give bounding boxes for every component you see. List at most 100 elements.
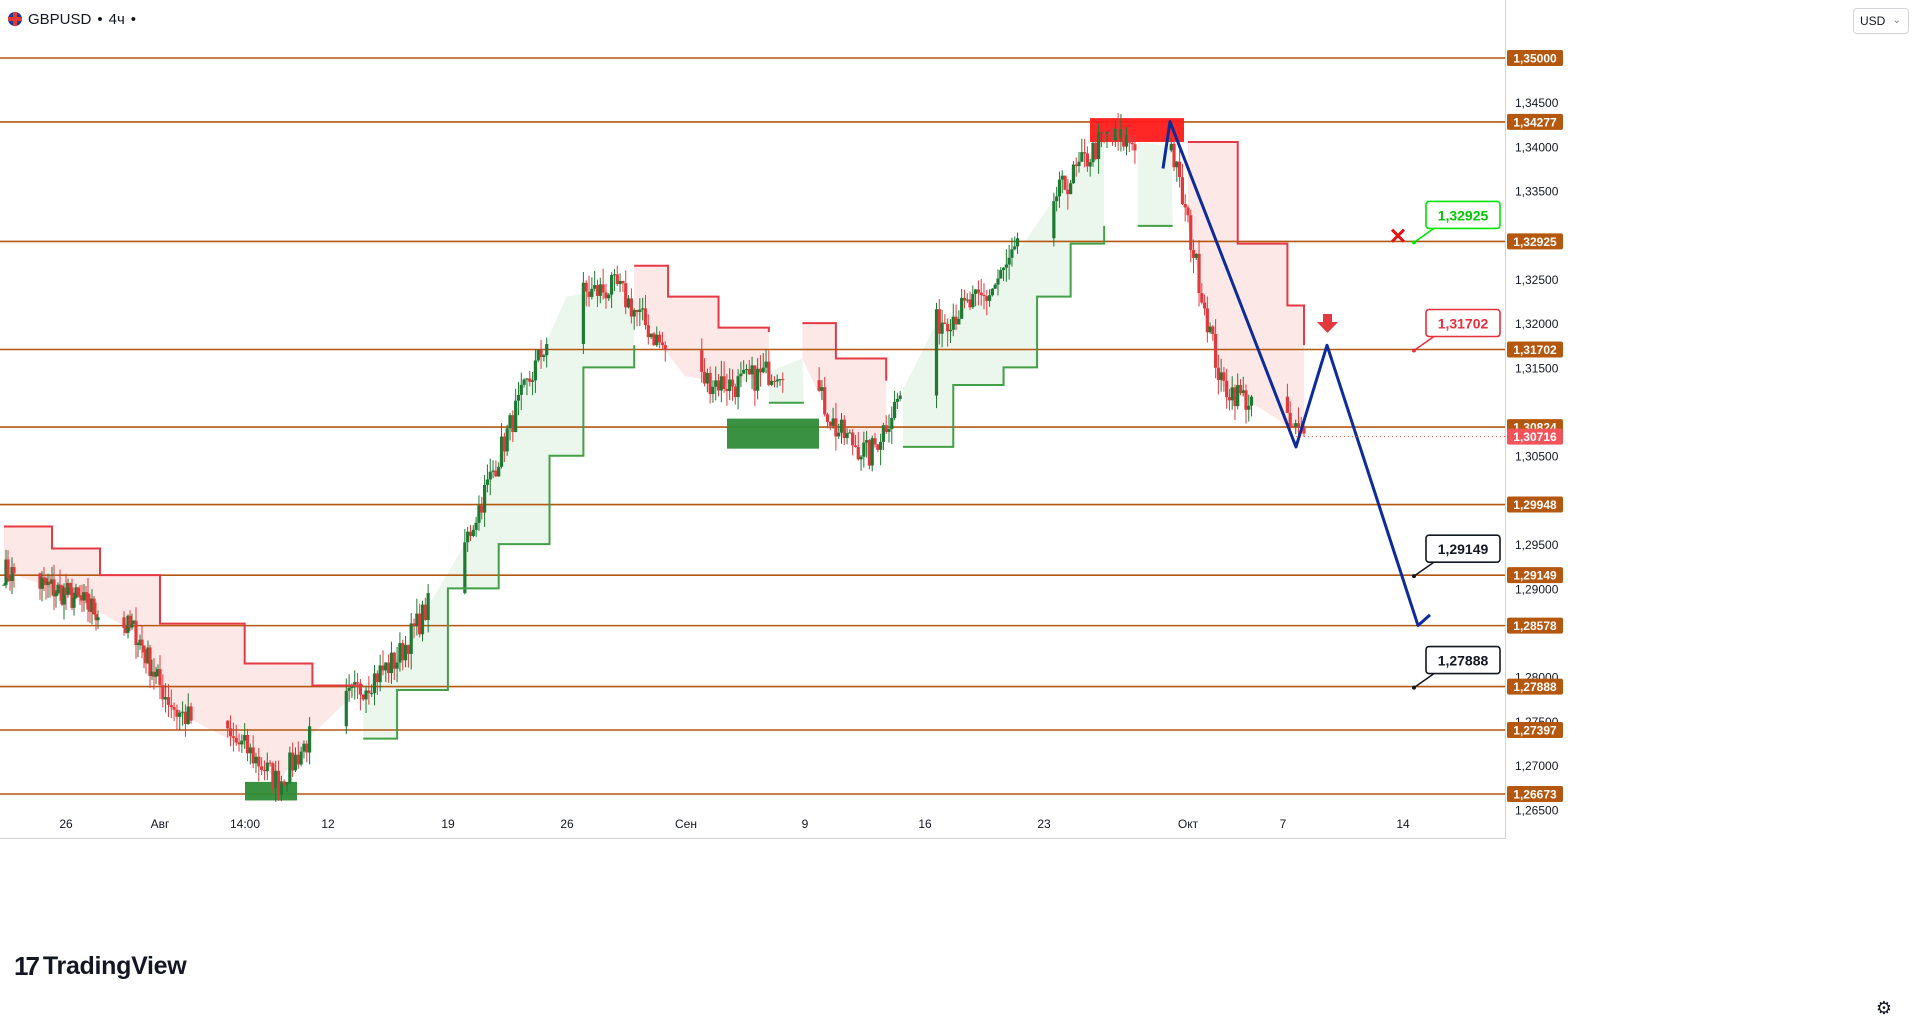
interval-label[interactable]: 4ч: [108, 10, 125, 28]
target-callout-label: 1,29149: [1438, 541, 1489, 557]
candle-body: [1294, 423, 1298, 427]
candle-body: [965, 299, 969, 301]
chevron-down-icon: ⌄: [1892, 15, 1901, 26]
candle-body: [772, 380, 777, 382]
candle-body: [767, 361, 771, 385]
level-price-badge: [1507, 233, 1563, 250]
callout-anchor: [1412, 685, 1416, 690]
candle-body: [702, 371, 707, 384]
candle-body: [940, 322, 944, 334]
candle-body: [530, 380, 535, 382]
candle-body: [265, 762, 269, 772]
time-tick-label: 9: [802, 817, 809, 831]
candle-body: [288, 752, 292, 783]
candle-body: [305, 743, 309, 753]
candle-body: [1236, 385, 1240, 407]
candle-body: [70, 587, 74, 608]
candle-body: [971, 293, 975, 308]
candle-body: [150, 671, 154, 677]
demand-zone: [245, 781, 297, 801]
candle-body: [66, 583, 70, 595]
candle-body: [711, 386, 715, 395]
trend-stop-line-up: [363, 345, 636, 740]
candle-body: [887, 429, 891, 432]
candle-body: [747, 369, 751, 375]
time-tick-label: 14: [1396, 817, 1410, 831]
candle-body: [525, 378, 529, 380]
gb-us-flag-icon: [8, 12, 22, 26]
candle-body: [240, 740, 244, 745]
candle-body: [856, 447, 860, 460]
candle-body: [148, 647, 152, 677]
candle-body: [392, 652, 396, 669]
level-price-badge: [1507, 50, 1563, 66]
chart-header[interactable]: GBPUSD • 4ч •: [8, 8, 136, 30]
level-price-label: 1,32925: [1513, 235, 1557, 249]
candle-body: [237, 742, 241, 745]
candle-body: [764, 361, 768, 368]
candle-body: [426, 593, 430, 620]
gear-icon[interactable]: ⚙: [1875, 998, 1893, 1018]
candle-body: [468, 531, 473, 537]
candle-body: [629, 298, 633, 317]
candle-body: [384, 662, 388, 671]
candle-body: [638, 309, 642, 312]
candle-body: [516, 394, 521, 401]
candle-body: [951, 316, 955, 330]
candle-body: [1119, 129, 1123, 138]
price-tick-label: 1,26500: [1515, 803, 1559, 817]
currency-button[interactable]: USD ⌄: [1853, 8, 1909, 34]
candle-body: [1007, 257, 1011, 265]
candle-body: [423, 604, 427, 620]
candle-body: [1004, 264, 1008, 268]
candle-body: [604, 292, 608, 299]
candle-body: [251, 747, 255, 764]
candle-body: [485, 479, 490, 485]
candle-body: [130, 623, 134, 628]
candle-body: [663, 344, 667, 351]
candle-body: [643, 308, 648, 326]
candle-body: [823, 387, 827, 415]
target-callout-label: 1,32925: [1438, 207, 1489, 223]
tradingview-logo[interactable]: 17 TradingView: [14, 951, 187, 982]
candle-body: [274, 770, 278, 788]
candle-body: [1010, 249, 1014, 258]
candle-body: [96, 617, 100, 621]
candle-body: [350, 685, 354, 689]
price-tick-label: 1,34000: [1515, 140, 1559, 154]
candle-body: [178, 712, 182, 717]
price-tick-label: 1,27000: [1515, 759, 1559, 773]
trend-stop-line-down: [1188, 140, 1305, 346]
level-price-label: 1,27888: [1513, 680, 1557, 694]
callout-leader: [1413, 672, 1435, 689]
candle-body: [996, 278, 1000, 285]
time-tick-label: 16: [918, 817, 932, 831]
candle-body: [82, 592, 86, 601]
candle-body: [1094, 142, 1098, 160]
candle-body: [700, 350, 704, 372]
candle-body: [1133, 144, 1137, 151]
candle-body: [848, 432, 852, 434]
candle-body: [68, 583, 72, 588]
candle-body: [226, 720, 230, 729]
candle-body: [533, 360, 538, 381]
candle-body: [175, 709, 179, 717]
candle-body: [1085, 153, 1089, 167]
symbol-name[interactable]: GBPUSD: [28, 10, 92, 28]
candle-body: [1197, 253, 1201, 294]
candle-body: [58, 584, 62, 586]
time-tick-label: Сен: [675, 817, 697, 831]
candle-body: [987, 295, 992, 301]
candle-body: [536, 349, 540, 361]
candle-body: [122, 617, 126, 628]
candle-body: [1077, 161, 1081, 167]
candle-body: [744, 369, 749, 371]
candle-body: [1108, 131, 1112, 138]
candle-body: [728, 379, 732, 392]
level-price-badge: [1507, 722, 1563, 739]
callout-leader: [1413, 335, 1435, 352]
candle-body: [962, 297, 967, 301]
time-axis-background: [0, 839, 1920, 1030]
candle-body: [1178, 161, 1182, 178]
